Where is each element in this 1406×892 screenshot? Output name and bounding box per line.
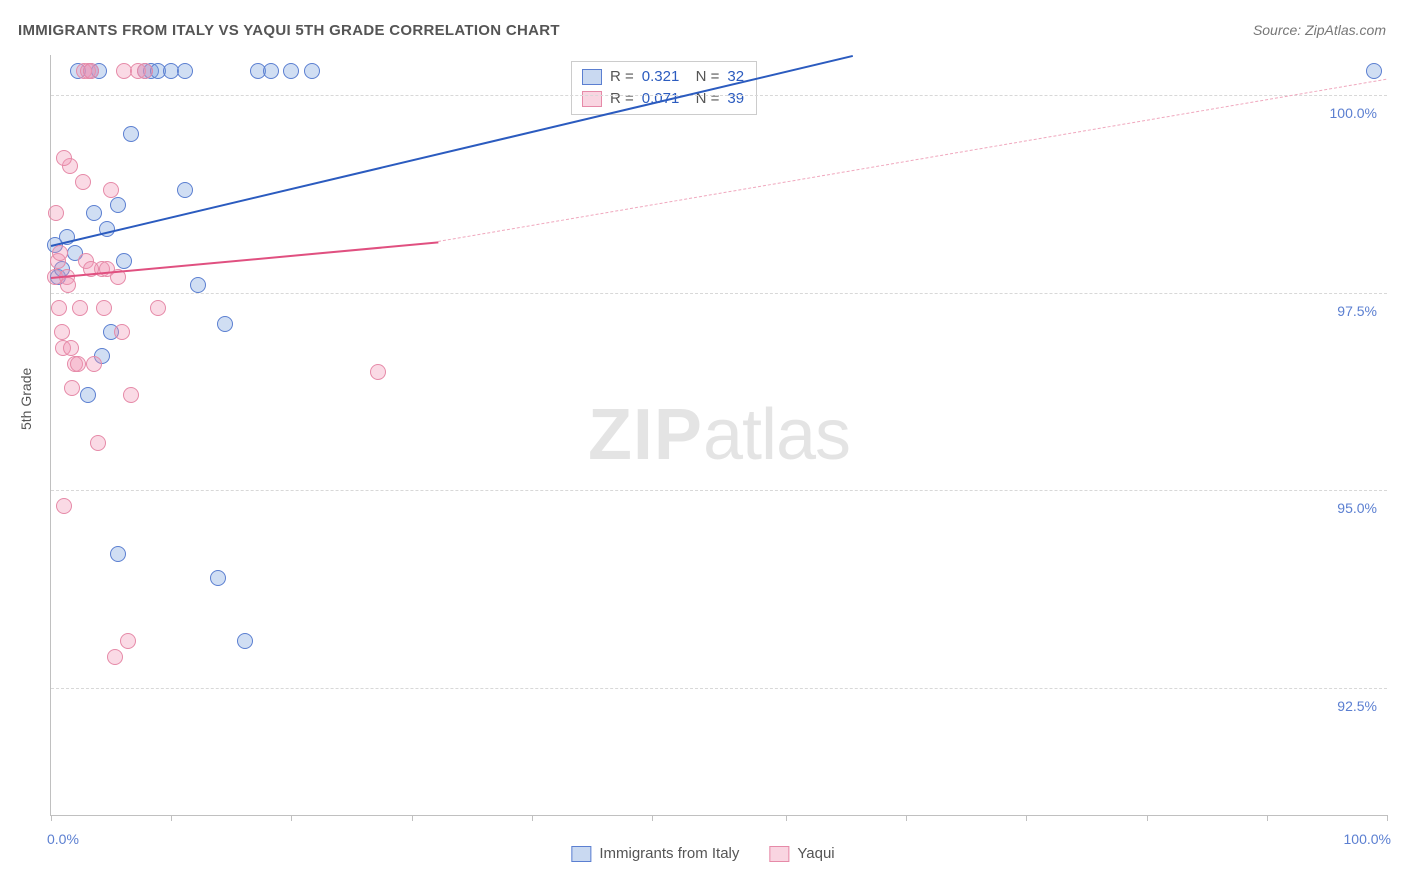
data-point (110, 546, 126, 562)
data-point (56, 150, 72, 166)
x-tick (786, 815, 787, 821)
legend-n-label: N = (687, 66, 719, 88)
x-tick (412, 815, 413, 821)
x-tick (532, 815, 533, 821)
y-tick-label: 100.0% (1330, 105, 1377, 121)
legend-n-value: 39 (727, 88, 744, 110)
x-tick (1387, 815, 1388, 821)
data-point (217, 316, 233, 332)
legend-swatch (571, 846, 591, 862)
legend-r-label: R = (610, 66, 634, 88)
x-tick (171, 815, 172, 821)
data-point (70, 356, 86, 372)
data-point (123, 126, 139, 142)
chart-title: IMMIGRANTS FROM ITALY VS YAQUI 5TH GRADE… (18, 22, 560, 39)
watermark: ZIPatlas (588, 394, 850, 476)
data-point (75, 174, 91, 190)
data-point (48, 205, 64, 221)
data-point (51, 300, 67, 316)
data-point (177, 63, 193, 79)
gridline-h (51, 688, 1387, 689)
legend-swatch (582, 91, 602, 107)
gridline-h (51, 490, 1387, 491)
data-point (83, 63, 99, 79)
data-point (60, 277, 76, 293)
data-point (237, 633, 253, 649)
data-point (150, 300, 166, 316)
data-point (56, 498, 72, 514)
y-tick-label: 97.5% (1337, 303, 1377, 319)
data-point (177, 182, 193, 198)
data-point (283, 63, 299, 79)
data-point (80, 387, 96, 403)
x-tick (291, 815, 292, 821)
data-point (103, 182, 119, 198)
trendline (51, 241, 439, 279)
data-point (123, 387, 139, 403)
legend-stats-box: R = 0.321 N = 32R = 0.071 N = 39 (571, 61, 757, 115)
data-point (54, 324, 70, 340)
legend-item: Immigrants from Italy (571, 845, 739, 862)
plot-area: ZIPatlas R = 0.321 N = 32R = 0.071 N = 3… (50, 55, 1387, 816)
data-point (304, 63, 320, 79)
data-point (64, 380, 80, 396)
legend-bottom: Immigrants from Italy Yaqui (571, 845, 834, 862)
x-tick (906, 815, 907, 821)
legend-label: Yaqui (797, 845, 834, 862)
x-tick (1267, 815, 1268, 821)
x-tick (1147, 815, 1148, 821)
watermark-atlas: atlas (703, 395, 850, 475)
data-point (137, 63, 153, 79)
data-point (90, 435, 106, 451)
data-point (190, 277, 206, 293)
x-axis-label: 0.0% (47, 831, 79, 847)
data-point (116, 253, 132, 269)
source-label: Source: ZipAtlas.com (1253, 22, 1386, 38)
data-point (370, 364, 386, 380)
data-point (210, 570, 226, 586)
data-point (1366, 63, 1382, 79)
data-point (63, 340, 79, 356)
legend-item: Yaqui (769, 845, 834, 862)
gridline-h (51, 95, 1387, 96)
data-point (52, 245, 68, 261)
data-point (263, 63, 279, 79)
data-point (86, 205, 102, 221)
legend-r-value: 0.321 (642, 66, 680, 88)
x-axis-label: 100.0% (1344, 831, 1391, 847)
y-tick-label: 92.5% (1337, 698, 1377, 714)
x-tick (652, 815, 653, 821)
data-point (114, 324, 130, 340)
data-point (72, 300, 88, 316)
data-point (86, 356, 102, 372)
data-point (110, 197, 126, 213)
x-tick (51, 815, 52, 821)
legend-stat-row: R = 0.321 N = 32 (582, 66, 744, 88)
data-point (96, 300, 112, 316)
gridline-h (51, 293, 1387, 294)
legend-swatch (582, 69, 602, 85)
y-axis-title: 5th Grade (18, 368, 34, 430)
trendline (51, 55, 853, 247)
x-tick (1026, 815, 1027, 821)
watermark-zip: ZIP (588, 395, 703, 475)
legend-swatch (769, 846, 789, 862)
data-point (107, 649, 123, 665)
y-tick-label: 95.0% (1337, 500, 1377, 516)
data-point (120, 633, 136, 649)
legend-label: Immigrants from Italy (599, 845, 739, 862)
